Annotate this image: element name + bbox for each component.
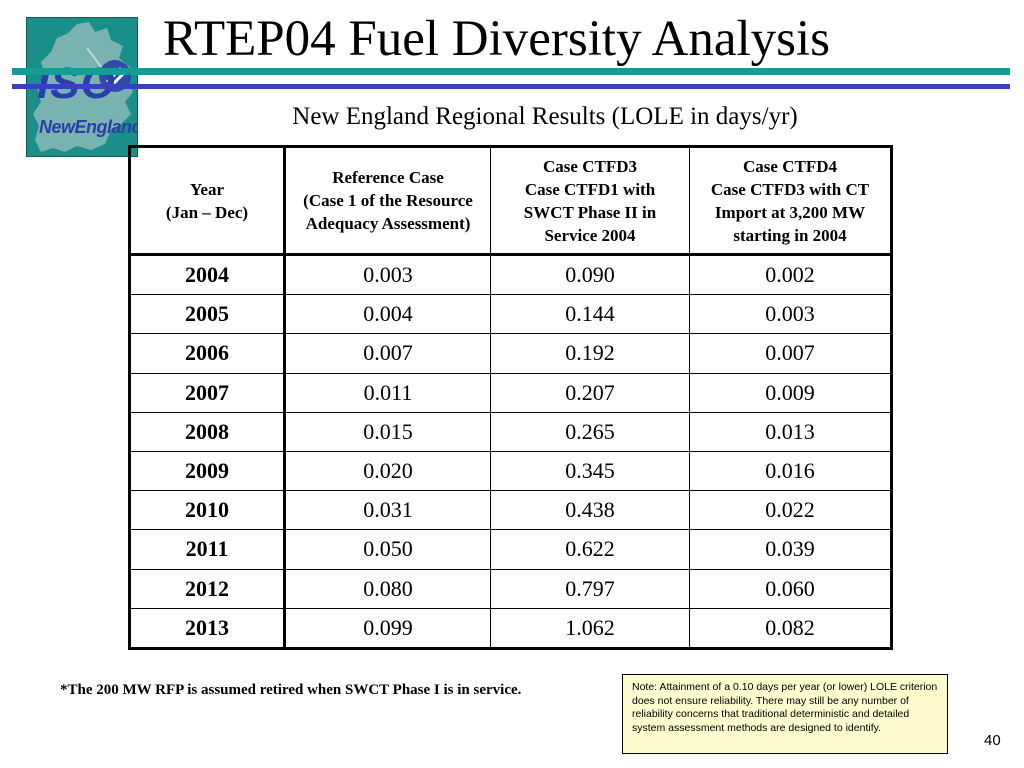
year-cell: 2005 xyxy=(129,294,286,335)
header-ctfd3-line2: Case CTFD1 with SWCT Phase II in Service… xyxy=(523,179,657,245)
header-reference-line1: Reference Case xyxy=(332,168,444,187)
header-case-ctfd4: Case CTFD4 Case CTFD3 with CT Import at … xyxy=(689,146,892,256)
reference-case-cell: 0.004 xyxy=(284,294,491,335)
slide-subtitle: New England Regional Results (LOLE in da… xyxy=(292,103,798,130)
header-ctfd3-line1: Case CTFD3 xyxy=(543,156,637,176)
header-year-line2: (Jan – Dec) xyxy=(165,202,249,222)
header-ctfd4-line1: Case CTFD4 xyxy=(743,156,837,176)
reference-case-cell: 0.099 xyxy=(284,607,491,650)
logo-newengland-text: NewEngland xyxy=(39,117,138,137)
ctfd3-cell: 1.062 xyxy=(490,607,690,650)
table-row: 2013 0.099 1.062 0.082 xyxy=(129,607,892,650)
ctfd3-cell: 0.438 xyxy=(490,490,690,531)
ctfd3-cell: 0.797 xyxy=(490,568,690,609)
year-cell: 2004 xyxy=(129,253,286,296)
table-row: 2012 0.080 0.797 0.060 xyxy=(129,568,892,609)
table-row: 2008 0.015 0.265 0.013 xyxy=(129,411,892,452)
header-reference-case: Reference Case (Case 1 of the Resource A… xyxy=(284,146,491,256)
table-row: 2006 0.007 0.192 0.007 xyxy=(129,333,892,374)
reference-case-cell: 0.007 xyxy=(284,333,491,374)
header-year: Year (Jan – Dec) xyxy=(129,146,286,256)
year-cell: 2011 xyxy=(129,529,286,570)
ctfd3-cell: 0.265 xyxy=(490,411,690,452)
table-row: 2007 0.011 0.207 0.009 xyxy=(129,372,892,413)
table-row: 2009 0.020 0.345 0.016 xyxy=(129,450,892,492)
slide-title: RTEP04 Fuel Diversity Analysis xyxy=(163,14,841,65)
reference-case-cell: 0.015 xyxy=(284,411,491,452)
ctfd4-cell: 0.082 xyxy=(689,607,892,650)
ctfd4-cell: 0.007 xyxy=(689,333,892,374)
table-row: 2004 0.003 0.090 0.002 xyxy=(129,253,892,296)
ctfd3-cell: 0.622 xyxy=(490,529,690,570)
header-blue-rule xyxy=(12,84,1010,89)
reliability-note-box: Note: Attainment of a 0.10 days per year… xyxy=(622,674,948,754)
ctfd4-cell: 0.013 xyxy=(689,411,892,452)
ctfd3-cell: 0.192 xyxy=(490,333,690,374)
header-teal-rule xyxy=(12,68,1010,75)
footnote: *The 200 MW RFP is assumed retired when … xyxy=(60,682,522,698)
ctfd3-cell: 0.144 xyxy=(490,294,690,335)
ctfd4-cell: 0.002 xyxy=(689,253,892,296)
year-cell: 2008 xyxy=(129,411,286,452)
header-reference-line2: (Case 1 of the Resource Adequacy Assessm… xyxy=(303,191,473,233)
year-cell: 2012 xyxy=(129,568,286,609)
lole-results-table: Year (Jan – Dec) Reference Case (Case 1 … xyxy=(128,145,893,650)
reference-case-cell: 0.003 xyxy=(284,253,491,296)
header-case-ctfd3: Case CTFD3 Case CTFD1 with SWCT Phase II… xyxy=(490,146,690,256)
table-body: 2004 0.003 0.090 0.002 2005 0.004 0.144 0.003 20… xyxy=(129,253,892,650)
reference-case-cell: 0.011 xyxy=(284,372,491,413)
table-row: 2011 0.050 0.622 0.039 xyxy=(129,529,892,570)
ctfd3-cell: 0.207 xyxy=(490,372,690,413)
header-year-line1: Year xyxy=(190,179,224,199)
ctfd4-cell: 0.016 xyxy=(689,450,892,492)
ctfd4-cell: 0.009 xyxy=(689,372,892,413)
ctfd4-cell: 0.060 xyxy=(689,568,892,609)
ctfd4-cell: 0.039 xyxy=(689,529,892,570)
table-row: 2005 0.004 0.144 0.003 xyxy=(129,294,892,335)
page-number: 40 xyxy=(984,732,1001,749)
reference-case-cell: 0.020 xyxy=(284,450,491,492)
ctfd3-cell: 0.090 xyxy=(490,253,690,296)
ctfd4-cell: 0.022 xyxy=(689,490,892,531)
year-cell: 2007 xyxy=(129,372,286,413)
reference-case-cell: 0.050 xyxy=(284,529,491,570)
year-cell: 2010 xyxy=(129,490,286,531)
ctfd3-cell: 0.345 xyxy=(490,450,690,492)
year-cell: 2009 xyxy=(129,450,286,492)
reference-case-cell: 0.080 xyxy=(284,568,491,609)
header-ctfd4-line2: Case CTFD3 with CT Import at 3,200 MW st… xyxy=(710,179,870,245)
ctfd4-cell: 0.003 xyxy=(689,294,892,335)
table-header-row: Year (Jan – Dec) Reference Case (Case 1 … xyxy=(129,146,892,256)
reference-case-cell: 0.031 xyxy=(284,490,491,531)
year-cell: 2013 xyxy=(129,607,286,650)
table-row: 2010 0.031 0.438 0.022 xyxy=(129,490,892,531)
year-cell: 2006 xyxy=(129,333,286,374)
